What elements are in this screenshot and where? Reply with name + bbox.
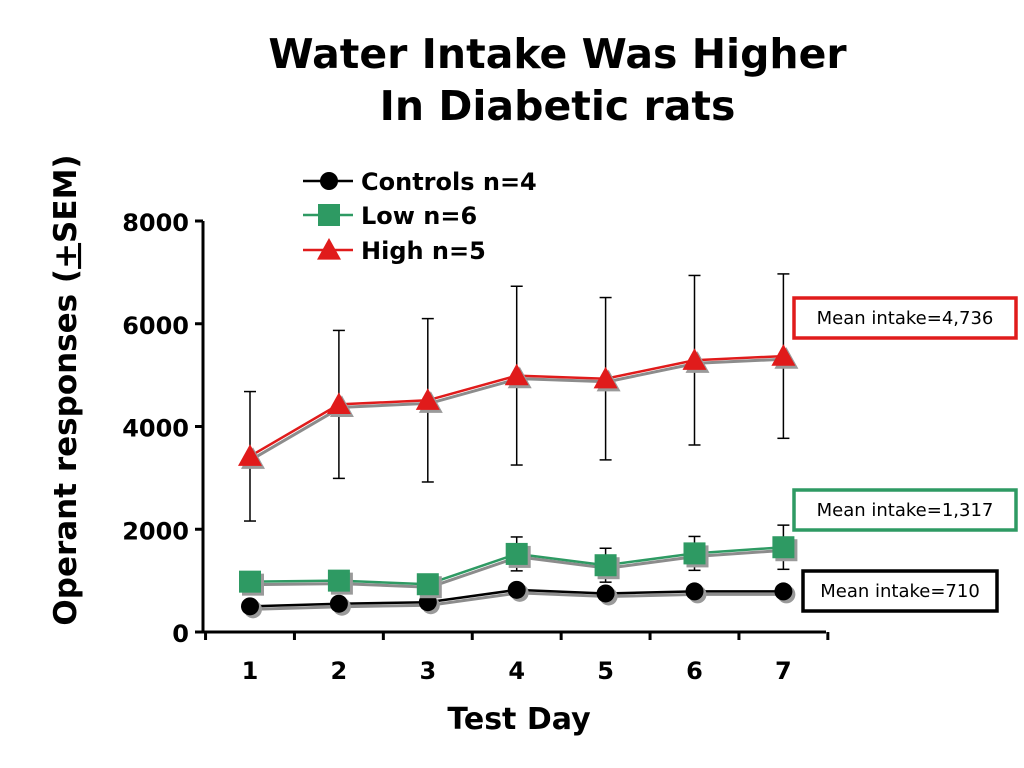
legend-label-high: High n=5	[361, 237, 486, 265]
high-point	[593, 366, 618, 389]
series-markers	[238, 344, 799, 619]
annotation-boxes: Mean intake=4,736 Mean intake=1,317 Mean i…	[792, 296, 1018, 613]
annotation-box-high	[792, 296, 1018, 340]
controls-point	[329, 594, 348, 613]
y-tick-label: 0	[172, 620, 189, 648]
error-bars	[244, 273, 790, 583]
x-tick-label: 7	[775, 657, 792, 685]
y-axis-label-plusminus: +	[48, 243, 84, 269]
low-point	[683, 542, 706, 565]
legend: Controls n=4 Low n=6 High n=5	[303, 168, 537, 265]
controls-point	[241, 597, 259, 616]
y-tick-label: 2000	[122, 517, 189, 545]
x-tick-label: 6	[686, 657, 703, 685]
y-tick-label: 6000	[122, 312, 189, 340]
x-axis-label: Test Day	[447, 702, 591, 737]
low-point	[239, 570, 261, 593]
annotation-text-high: Mean intake=4,736	[817, 308, 994, 329]
y-axis-label-before: Operant responses (	[48, 269, 84, 626]
chart-title: Water Intake Was Higher In Diabetic rats	[0, 28, 1024, 132]
y-tick-label: 4000	[122, 415, 189, 443]
high-point	[682, 348, 707, 370]
y-axis-label-after: SEM)	[48, 154, 84, 243]
x-tick-label: 4	[508, 657, 525, 685]
controls-point	[596, 584, 615, 603]
x-tick-label: 3	[419, 657, 436, 685]
chart-axes: 0 2000 4000 6000 8000 1 2 3 4 5 6 7	[122, 209, 830, 685]
low-point	[327, 569, 350, 592]
high-point	[238, 444, 262, 466]
x-tick-label: 1	[242, 657, 259, 685]
y-tick-label: 8000	[122, 209, 189, 237]
low-point	[416, 573, 439, 596]
legend-label-low: Low n=6	[361, 202, 477, 230]
controls-point	[685, 582, 704, 601]
high-point	[415, 388, 440, 410]
high-point	[504, 363, 529, 386]
legend-marker-high	[317, 238, 341, 260]
annotation-text-low: Mean intake=1,317	[817, 500, 994, 521]
legend-marker-low	[318, 204, 340, 226]
chart-title-line-2: In Diabetic rats	[379, 82, 736, 130]
high-point	[326, 392, 351, 415]
high-point	[771, 344, 796, 366]
x-tick-label: 2	[331, 657, 348, 685]
annotation-box-controls	[801, 569, 999, 613]
low-point	[594, 554, 617, 577]
low-point	[505, 542, 528, 565]
chart-title-line-1: Water Intake Was Higher	[268, 30, 847, 78]
legend-marker-controls	[320, 172, 338, 190]
legend-label-controls: Controls n=4	[361, 168, 537, 196]
controls-point	[774, 582, 793, 601]
x-tick-label: 5	[597, 657, 614, 685]
controls-point	[507, 580, 526, 599]
annotation-text-controls: Mean intake=710	[820, 581, 980, 602]
low-point	[772, 536, 795, 559]
annotation-box-low	[792, 488, 1018, 532]
y-axis-label: Operant responses (+SEM)	[48, 154, 84, 625]
